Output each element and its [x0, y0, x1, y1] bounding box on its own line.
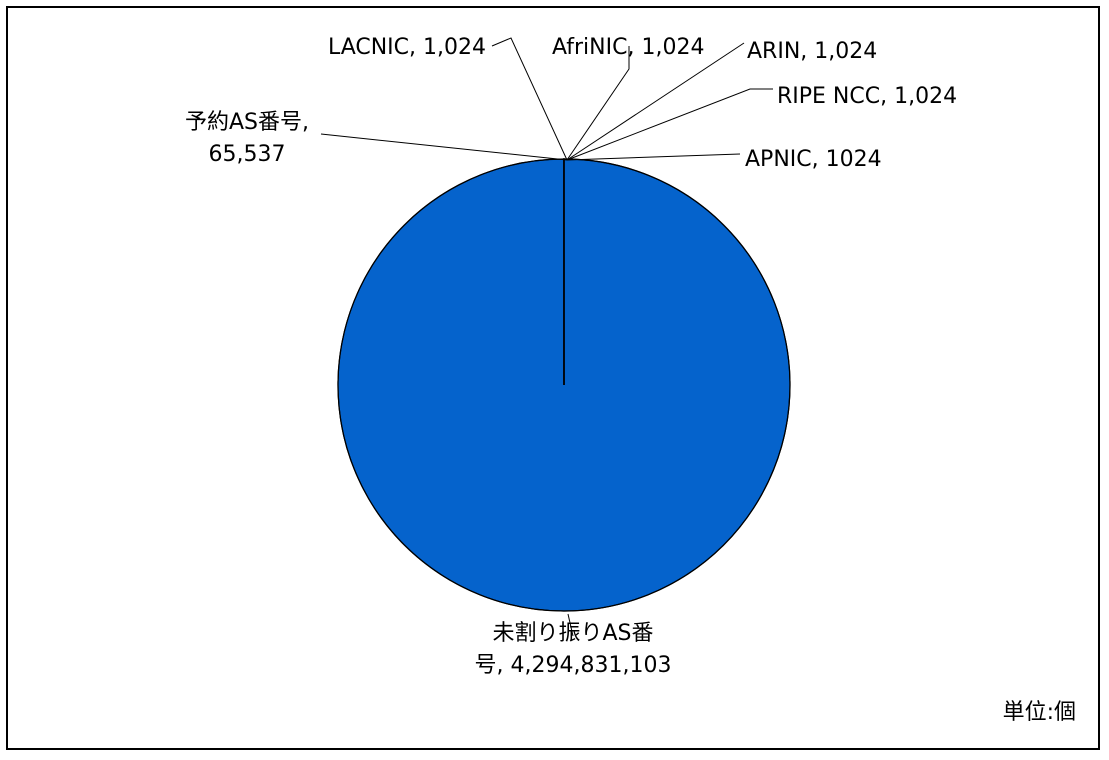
leader-line-0	[567, 613, 574, 637]
slice-label-1: APNIC, 1024	[745, 147, 882, 172]
leader-line-6	[320, 133, 568, 161]
leader-line-1	[566, 153, 741, 161]
slice-label-5: LACNIC, 1,024	[328, 35, 486, 60]
pie-slices	[337, 158, 791, 612]
leader-line-4	[566, 46, 630, 161]
slice-label-4: AfriNIC, 1,024	[552, 35, 704, 60]
chart-frame: 未割り振りAS番 号, 4,294,831,103 APNIC, 1024 RIPE …	[6, 6, 1100, 750]
leader-line-3	[566, 42, 745, 161]
slice-label-6: 予約AS番号,	[185, 110, 309, 135]
pie-outline	[337, 158, 791, 612]
slice-label-2: RIPE NCC, 1,024	[777, 84, 957, 109]
slice-label-0: 未割り振りAS番	[492, 621, 653, 646]
slice-label-line2-0: 号, 4,294,831,103	[475, 653, 672, 678]
unit-label: 単位:個	[1002, 700, 1076, 725]
slice-label-line2-6: 65,537	[209, 142, 286, 167]
slice-label-3: ARIN, 1,024	[747, 39, 877, 64]
leader-line-2	[566, 88, 773, 161]
leader-line-5	[491, 37, 568, 161]
